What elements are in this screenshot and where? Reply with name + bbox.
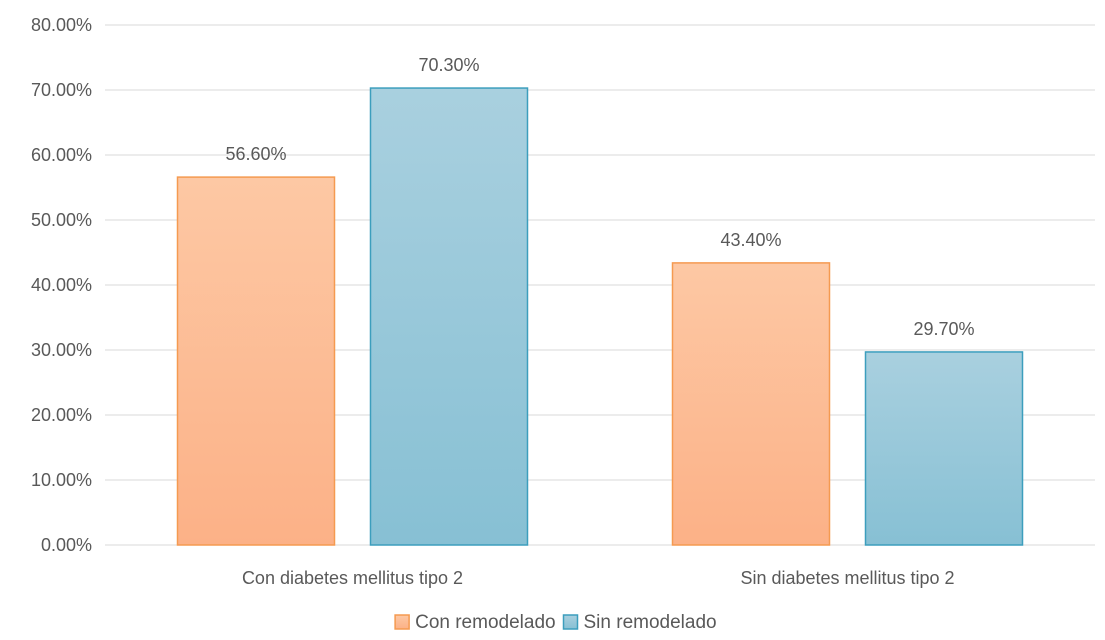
data-label: 29.70% [913, 319, 974, 339]
bar [369, 87, 529, 546]
y-tick-label: 0.00% [41, 535, 92, 555]
x-axis-categories: Con diabetes mellitus tipo 2 Sin diabetes… [242, 568, 955, 588]
legend-label: Con remodelado [415, 612, 555, 633]
y-tick-label: 60.00% [31, 145, 92, 165]
bar [671, 262, 831, 546]
y-tick-label: 10.00% [31, 470, 92, 490]
data-labels: 56.60% 70.30% 43.40% 29.70% [225, 55, 974, 339]
x-category-label: Con diabetes mellitus tipo 2 [242, 568, 463, 588]
data-label: 56.60% [225, 144, 286, 164]
y-tick-label: 80.00% [31, 15, 92, 35]
legend-swatch [562, 614, 579, 630]
data-label: 43.40% [720, 230, 781, 250]
y-tick-label: 50.00% [31, 210, 92, 230]
y-tick-label: 70.00% [31, 80, 92, 100]
bars [176, 87, 1024, 546]
legend-label: Sin remodelado [584, 612, 717, 633]
y-tick-label: 40.00% [31, 275, 92, 295]
bar [864, 351, 1024, 546]
y-axis-ticks: 0.00% 10.00% 20.00% 30.00% 40.00% 50.00% 60.00… [31, 15, 92, 555]
data-label: 70.30% [418, 55, 479, 75]
bar [176, 176, 336, 546]
legend-swatch [394, 614, 410, 630]
y-tick-label: 30.00% [31, 340, 92, 360]
x-category-label: Sin diabetes mellitus tipo 2 [740, 568, 954, 588]
y-tick-label: 20.00% [31, 405, 92, 425]
legend: Con remodelado Sin remodelado [394, 612, 717, 633]
